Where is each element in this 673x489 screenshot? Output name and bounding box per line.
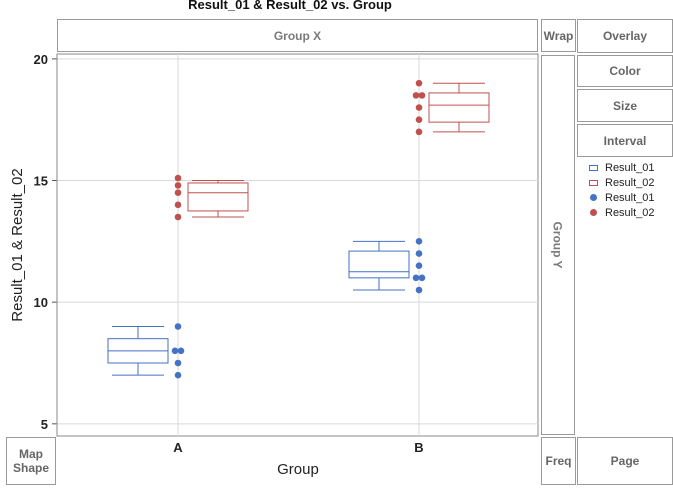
x-axis-title: Group (277, 461, 319, 478)
group-y-zone[interactable]: Group Y (541, 55, 575, 435)
data-point (174, 371, 182, 379)
freq-label: Freq (545, 454, 572, 468)
group-x-label: Group X (273, 28, 322, 43)
data-point (415, 116, 423, 123)
data-point (415, 104, 423, 111)
size-zone[interactable]: Size (577, 89, 673, 122)
legend-swatch-shape (589, 209, 597, 216)
legend: Result_01 Result_02 Result_01 Result_02 (586, 160, 655, 220)
data-point (415, 262, 423, 269)
data-point (412, 274, 420, 282)
legend-label: Result_01 (605, 191, 655, 204)
data-point (415, 128, 423, 136)
legend-dot-swatch (586, 207, 600, 218)
data-point (174, 359, 182, 367)
legend-swatch-shape (588, 179, 598, 186)
data-point (174, 189, 182, 196)
data-point (415, 79, 423, 87)
legend-swatch-shape (588, 164, 598, 171)
axis-layer: 5 10 15 20 A B (34, 52, 424, 455)
data-point (174, 213, 182, 221)
legend-box-swatch (586, 162, 600, 173)
marks-layer (107, 79, 490, 379)
data-point (174, 182, 182, 189)
group-x-zone[interactable]: Group X (57, 19, 538, 52)
freq-zone[interactable]: Freq (541, 437, 576, 485)
data-point (177, 347, 185, 355)
wrap-label: Wrap (543, 28, 574, 43)
legend-item: Result_01 (586, 160, 655, 175)
data-point (174, 323, 182, 330)
y-tick-label: 20 (34, 52, 48, 67)
overlay-zone[interactable]: Overlay (577, 19, 673, 53)
data-point (415, 250, 423, 257)
data-point (171, 347, 179, 355)
box-iqr (428, 92, 490, 123)
data-point (174, 201, 182, 209)
interval-label: Interval (603, 133, 647, 148)
wrap-zone[interactable]: Wrap (541, 19, 576, 52)
page-zone[interactable]: Page (577, 437, 673, 485)
legend-label: Result_01 (605, 161, 655, 174)
y-tick-label: 15 (34, 174, 48, 189)
map-shape-label: Map Shape (12, 447, 49, 475)
size-label: Size (612, 98, 637, 113)
x-tick-label: A (173, 440, 183, 455)
legend-item: Result_02 (586, 175, 655, 190)
y-axis-title: Result_01 & Result_02 (9, 168, 26, 321)
interval-zone[interactable]: Interval (577, 124, 673, 157)
map-shape-zone[interactable]: Map Shape (6, 437, 56, 485)
legend-item: Result_01 (586, 190, 655, 205)
legend-label: Result_02 (605, 176, 655, 189)
y-tick-label: 5 (41, 417, 48, 432)
overlay-label: Overlay (602, 29, 648, 43)
x-tick-label: B (414, 440, 423, 455)
data-point (418, 274, 426, 282)
y-tick-label: 10 (34, 295, 48, 310)
data-point (415, 238, 423, 245)
color-label: Color (609, 64, 641, 78)
data-point (412, 92, 420, 99)
box-iqr (187, 182, 249, 212)
data-point (174, 174, 182, 182)
legend-item: Result_02 (586, 205, 655, 220)
box-iqr (348, 250, 410, 279)
color-zone[interactable]: Color (577, 55, 673, 87)
page-label: Page (610, 454, 640, 468)
data-point (418, 92, 426, 99)
legend-box-swatch (586, 177, 600, 188)
legend-label: Result_02 (605, 206, 655, 219)
data-point (415, 286, 423, 294)
chart-title: Result_01 & Result_02 vs. Group (188, 0, 392, 12)
legend-swatch-shape (589, 194, 597, 201)
legend-dot-swatch (586, 192, 600, 203)
